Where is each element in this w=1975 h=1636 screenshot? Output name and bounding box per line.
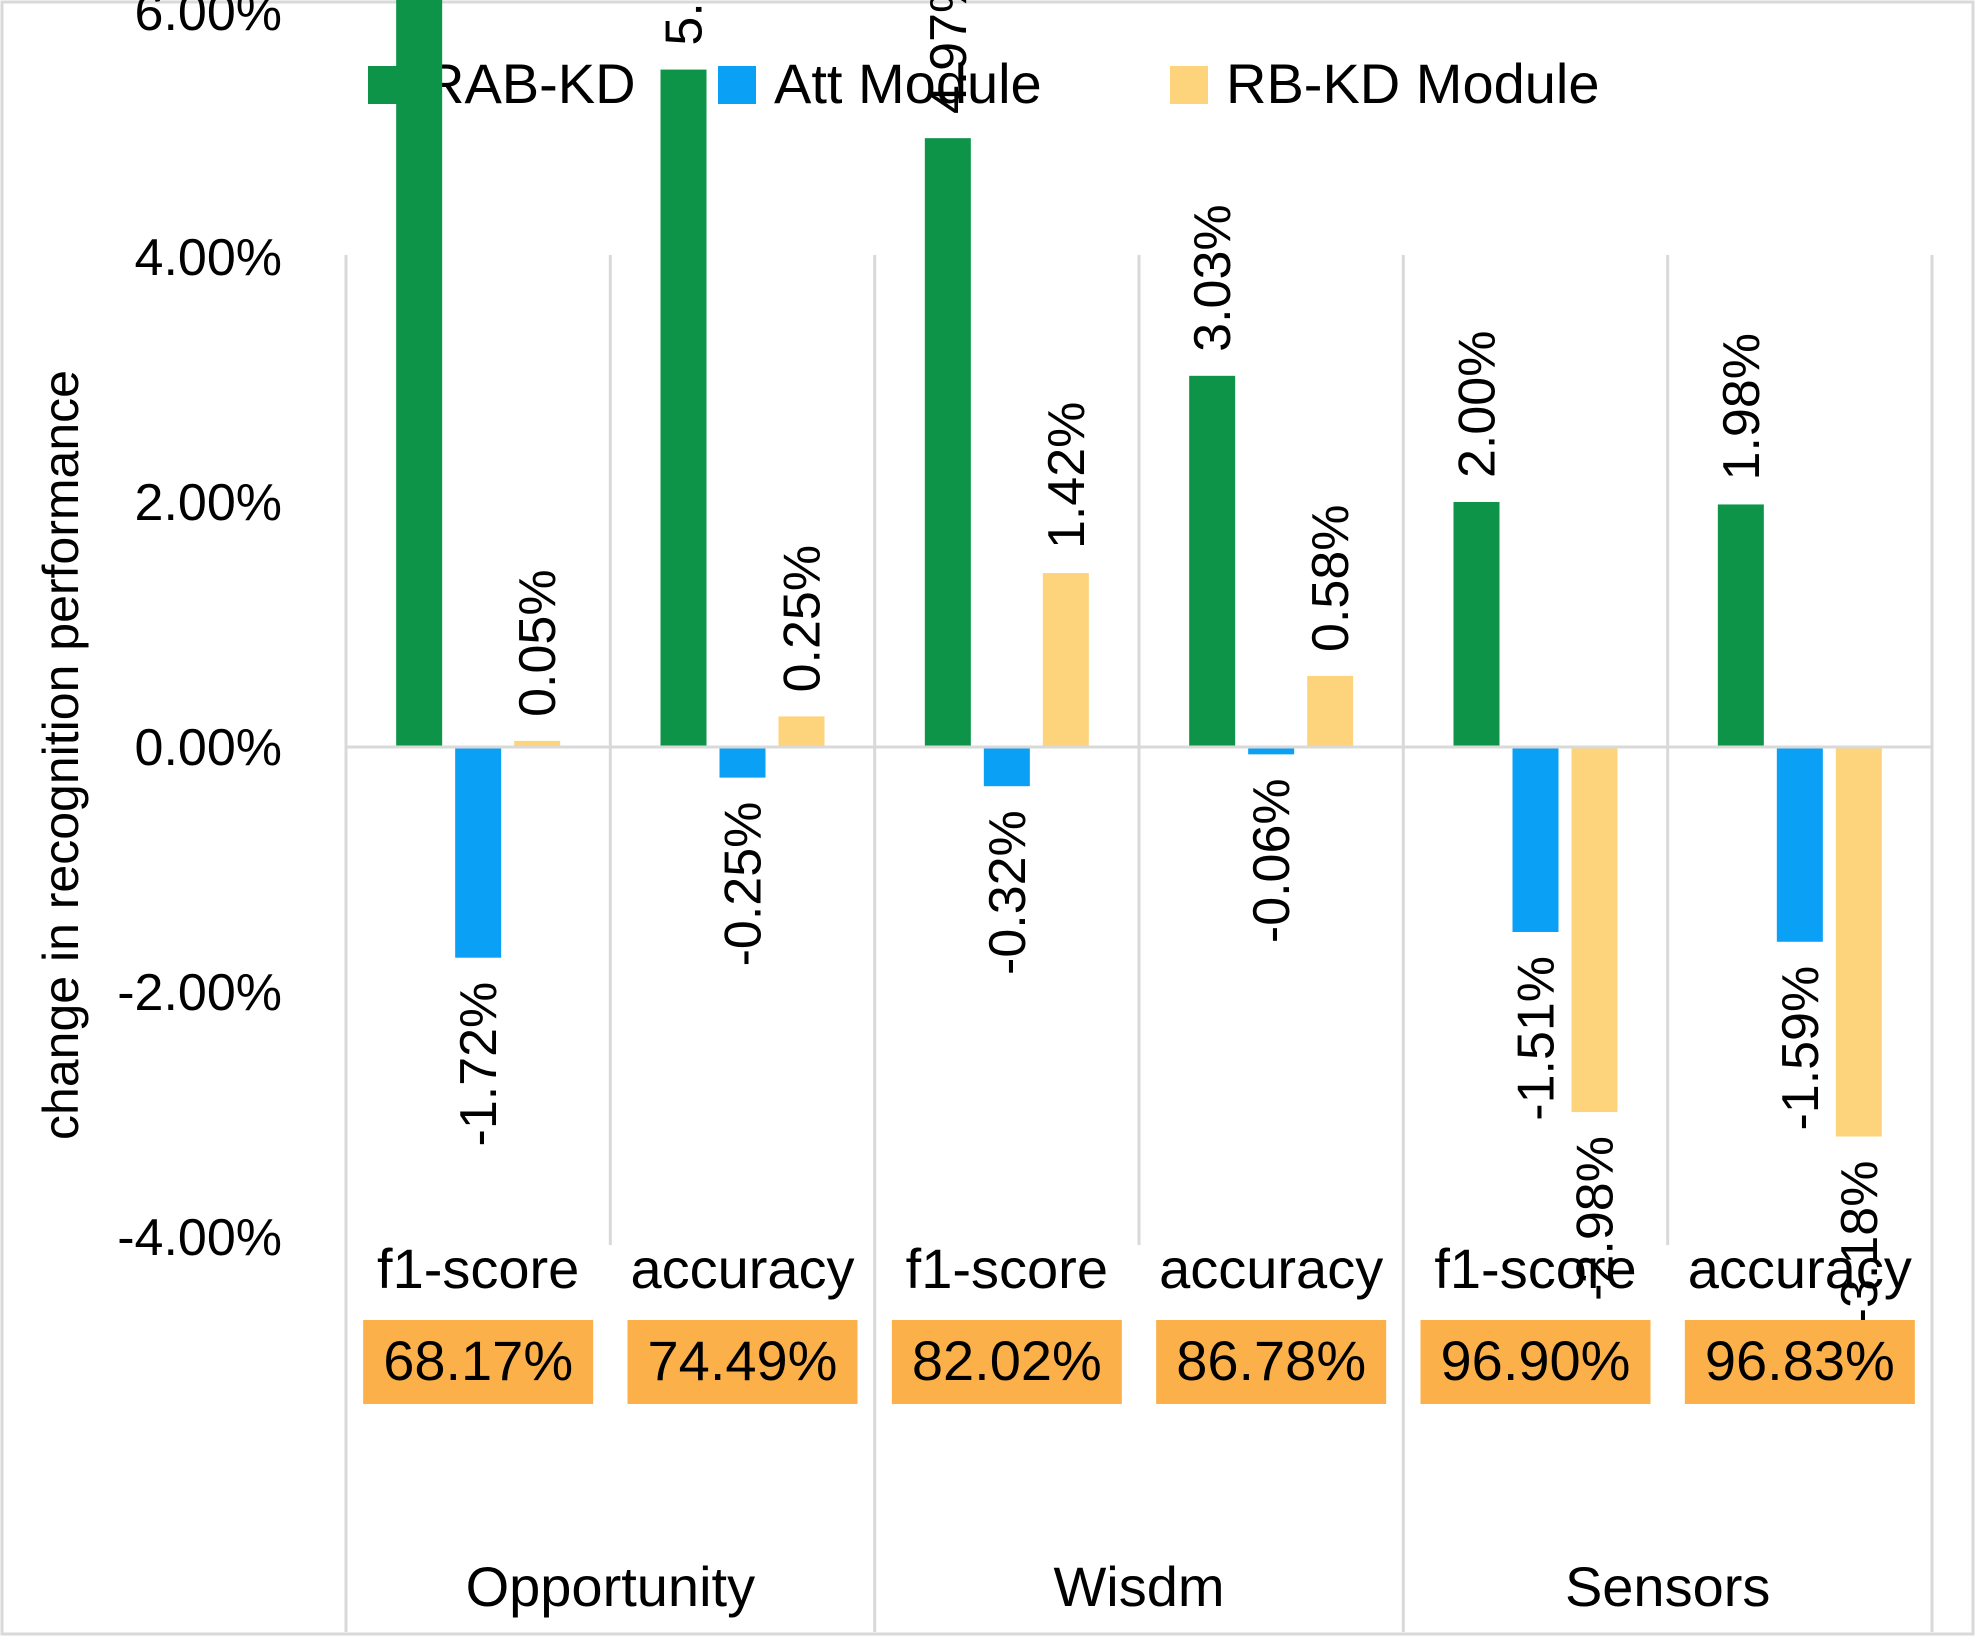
data-label: 3.03% [1184,204,1242,351]
baseline-box [363,1320,594,1404]
bar [514,740,561,747]
group-label: Wisdm [1053,1555,1224,1618]
bar [396,0,443,747]
baseline-value: 82.02% [912,1329,1102,1392]
bar [719,747,766,778]
bar [1512,747,1559,932]
y-tick-label: -4.00% [117,1209,282,1267]
bar [1189,375,1236,747]
data-label: -3.18% [1831,1161,1889,1326]
data-label: -1.51% [1508,956,1566,1121]
data-label: 1.98% [1713,333,1771,480]
bar [1042,573,1089,747]
baseline-box [1156,1320,1387,1404]
bar [455,747,502,958]
category-separators [344,255,1934,1632]
x-tick-label: f1-score [1434,1237,1636,1300]
x-tick-label: f1-score [377,1237,579,1300]
y-tick-label: 0.00% [135,719,282,777]
baseline-value: 96.90% [1441,1329,1631,1392]
bar [1776,747,1823,942]
data-label: 0.58% [1302,504,1360,651]
legend-swatch [1170,66,1208,104]
bar [778,716,825,747]
bar [660,69,707,747]
y-axis: change in recognition performance 8.00%6… [33,0,282,1267]
data-label: -0.06% [1243,778,1301,943]
legend-label: Att Module [774,52,1042,115]
data-label: 1.42% [1038,402,1096,549]
group-label: Opportunity [466,1555,756,1618]
bars [396,0,1882,1137]
y-axis-label: change in recognition performance [33,370,89,1140]
x-tick-label: accuracy [630,1237,854,1300]
data-label: 5.53% [656,0,714,46]
baseline-box [627,1320,858,1404]
data-label: -2.98% [1567,1136,1625,1301]
baseline-value: 68.17% [383,1329,573,1392]
baseline-value: 74.49% [648,1329,838,1392]
baseline-box [1420,1320,1651,1404]
data-label: -1.59% [1772,966,1830,1131]
bar [1307,675,1354,747]
data-label: -0.32% [979,810,1037,975]
y-tick-label: -2.00% [117,964,282,1022]
bar [983,747,1030,787]
bar [924,138,971,748]
baseline-box [891,1320,1122,1404]
y-tick-label: 4.00% [135,229,282,287]
x-tick-label: accuracy [1159,1237,1383,1300]
bar [1717,504,1764,747]
x-tick-label: f1-score [906,1237,1108,1300]
data-label: 0.05% [509,569,567,716]
bar [1835,747,1882,1137]
legend: RAB-KD Att Module RB-KD Module [368,52,1599,115]
baseline-value: 86.78% [1176,1329,1366,1392]
x-tick-label: accuracy [1688,1237,1912,1300]
baseline-box [1684,1320,1915,1404]
data-labels: 6.31%-1.72%0.05%5.53%-0.25%0.25%4.97%-0.… [450,0,1889,1326]
data-label: 2.00% [1449,331,1507,478]
data-label: 0.25% [774,545,832,692]
data-label: -0.25% [715,802,773,967]
baseline-value: 96.83% [1705,1329,1895,1392]
legend-label: RB-KD Module [1226,52,1599,115]
y-tick-label: 6.00% [135,0,282,42]
bar [1571,747,1618,1113]
x-axis: f1-score 68.17% accuracy 74.49% f1-score 82.0… [363,1237,1915,1618]
y-tick-label: 2.00% [135,474,282,532]
legend-swatch [718,66,756,104]
bar [1248,747,1295,755]
group-label: Sensors [1565,1555,1770,1618]
legend-label: RAB-KD [424,52,636,115]
data-label: 4.97% [920,0,978,114]
bar [1453,502,1500,747]
data-label: -1.72% [450,982,508,1147]
